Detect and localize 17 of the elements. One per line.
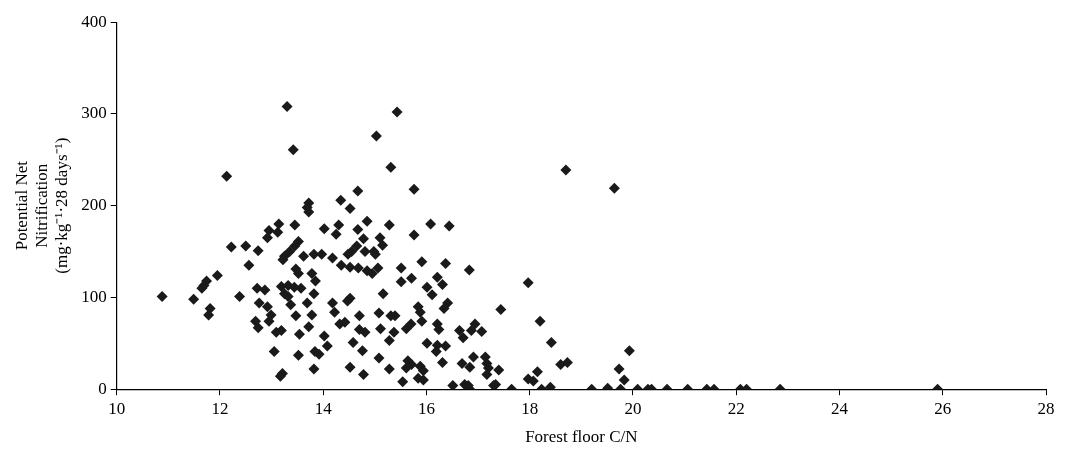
x-tick-label: 12 [211, 398, 229, 418]
x-tick-label: 28 [1037, 398, 1055, 418]
x-tick-label: 24 [830, 398, 849, 418]
x-tick-label: 18 [521, 398, 539, 418]
x-tick-label: 14 [314, 398, 333, 418]
y-axis-title: Potential Net Nitrification (mg·kg⁻¹·28 days⁻¹) [11, 137, 72, 274]
x-tick-label: 20 [624, 398, 642, 418]
x-tick-label: 10 [108, 398, 126, 418]
x-tick-label: 22 [727, 398, 745, 418]
y-tick-label: 200 [81, 195, 107, 215]
x-axis-title: Forest floor C/N [525, 427, 638, 447]
y-tick-label: 0 [98, 378, 107, 398]
y-tick-label: 100 [81, 286, 107, 306]
y-tick-label: 400 [81, 11, 107, 31]
y-tick-label: 300 [81, 103, 107, 123]
x-tick-label: 16 [417, 398, 435, 418]
x-tick-label: 26 [934, 398, 952, 418]
